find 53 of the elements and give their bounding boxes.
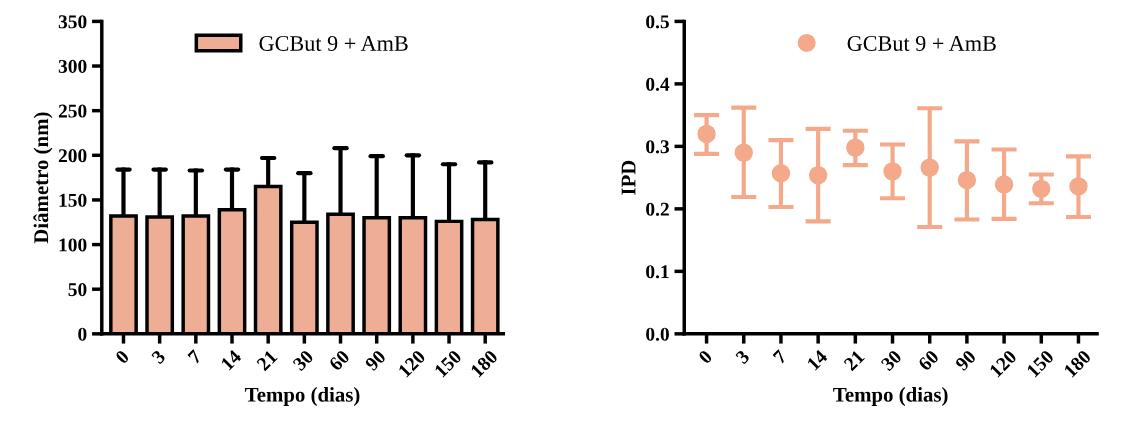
x-tick-label: 7 xyxy=(772,349,788,365)
point xyxy=(771,164,791,183)
x-tick-label: 30 xyxy=(292,349,315,372)
y-tick-label: 0.4 xyxy=(646,77,670,91)
point xyxy=(697,124,716,144)
x-tick-label: 30 xyxy=(880,349,903,372)
x-tick-label: 0 xyxy=(114,349,130,365)
x-tick-label: 120 xyxy=(397,349,427,378)
x-tick-label: 3 xyxy=(735,349,751,365)
x-tick-label: 180 xyxy=(470,349,499,378)
x-tick-label: 21 xyxy=(256,349,278,372)
point xyxy=(1069,177,1088,196)
legend-label: GCBut 9 + AmB xyxy=(259,35,408,51)
point xyxy=(883,162,902,181)
point xyxy=(808,165,828,185)
x-tick-label: 150 xyxy=(1026,349,1055,378)
y-axis-title: IPD xyxy=(621,160,636,195)
y-tick-label: 50 xyxy=(68,283,87,297)
point xyxy=(846,138,865,157)
x-tick-label: 14 xyxy=(806,349,829,371)
x-axis-title: Tempo (dias) xyxy=(833,387,948,406)
y-tick-label: 0.0 xyxy=(646,327,669,341)
y-tick-label: 300 xyxy=(58,59,87,73)
x-tick-label: 180 xyxy=(1063,349,1092,378)
point xyxy=(920,158,939,177)
y-tick-label: 0.1 xyxy=(646,265,669,279)
x-tick-label: 90 xyxy=(954,349,977,372)
point xyxy=(957,170,977,190)
x-tick-label: 21 xyxy=(843,349,865,372)
x-axis-title: Tempo (dias) xyxy=(245,387,360,406)
y-tick-label: 0 xyxy=(78,327,87,341)
point xyxy=(734,143,753,162)
y-tick-label: 0.5 xyxy=(646,15,669,29)
x-tick-label: 150 xyxy=(433,349,463,378)
x-tick-label: 7 xyxy=(187,349,203,365)
y-tick-label: 350 xyxy=(58,15,87,29)
x-tick-label: 60 xyxy=(917,349,940,372)
legend-label: GCBut 9 + AmB xyxy=(847,35,996,51)
x-tick-label: 0 xyxy=(697,349,713,365)
y-axis-title: Diâmetro (nm) xyxy=(33,112,53,244)
y-tick-label: 0.3 xyxy=(646,140,670,154)
x-tick-label: 60 xyxy=(328,349,351,372)
x-tick-label: 120 xyxy=(989,349,1018,378)
x-tick-label: 3 xyxy=(150,349,167,365)
y-tick-label: 0.2 xyxy=(646,202,669,216)
x-tick-label: 14 xyxy=(220,349,242,371)
y-tick-label: 100 xyxy=(59,238,87,252)
y-tick-label: 200 xyxy=(58,149,87,163)
point xyxy=(1032,179,1051,199)
x-tick-label: 90 xyxy=(364,349,387,372)
y-tick-label: 250 xyxy=(58,104,87,118)
point xyxy=(994,175,1014,194)
y-tick-label: 150 xyxy=(59,193,87,207)
